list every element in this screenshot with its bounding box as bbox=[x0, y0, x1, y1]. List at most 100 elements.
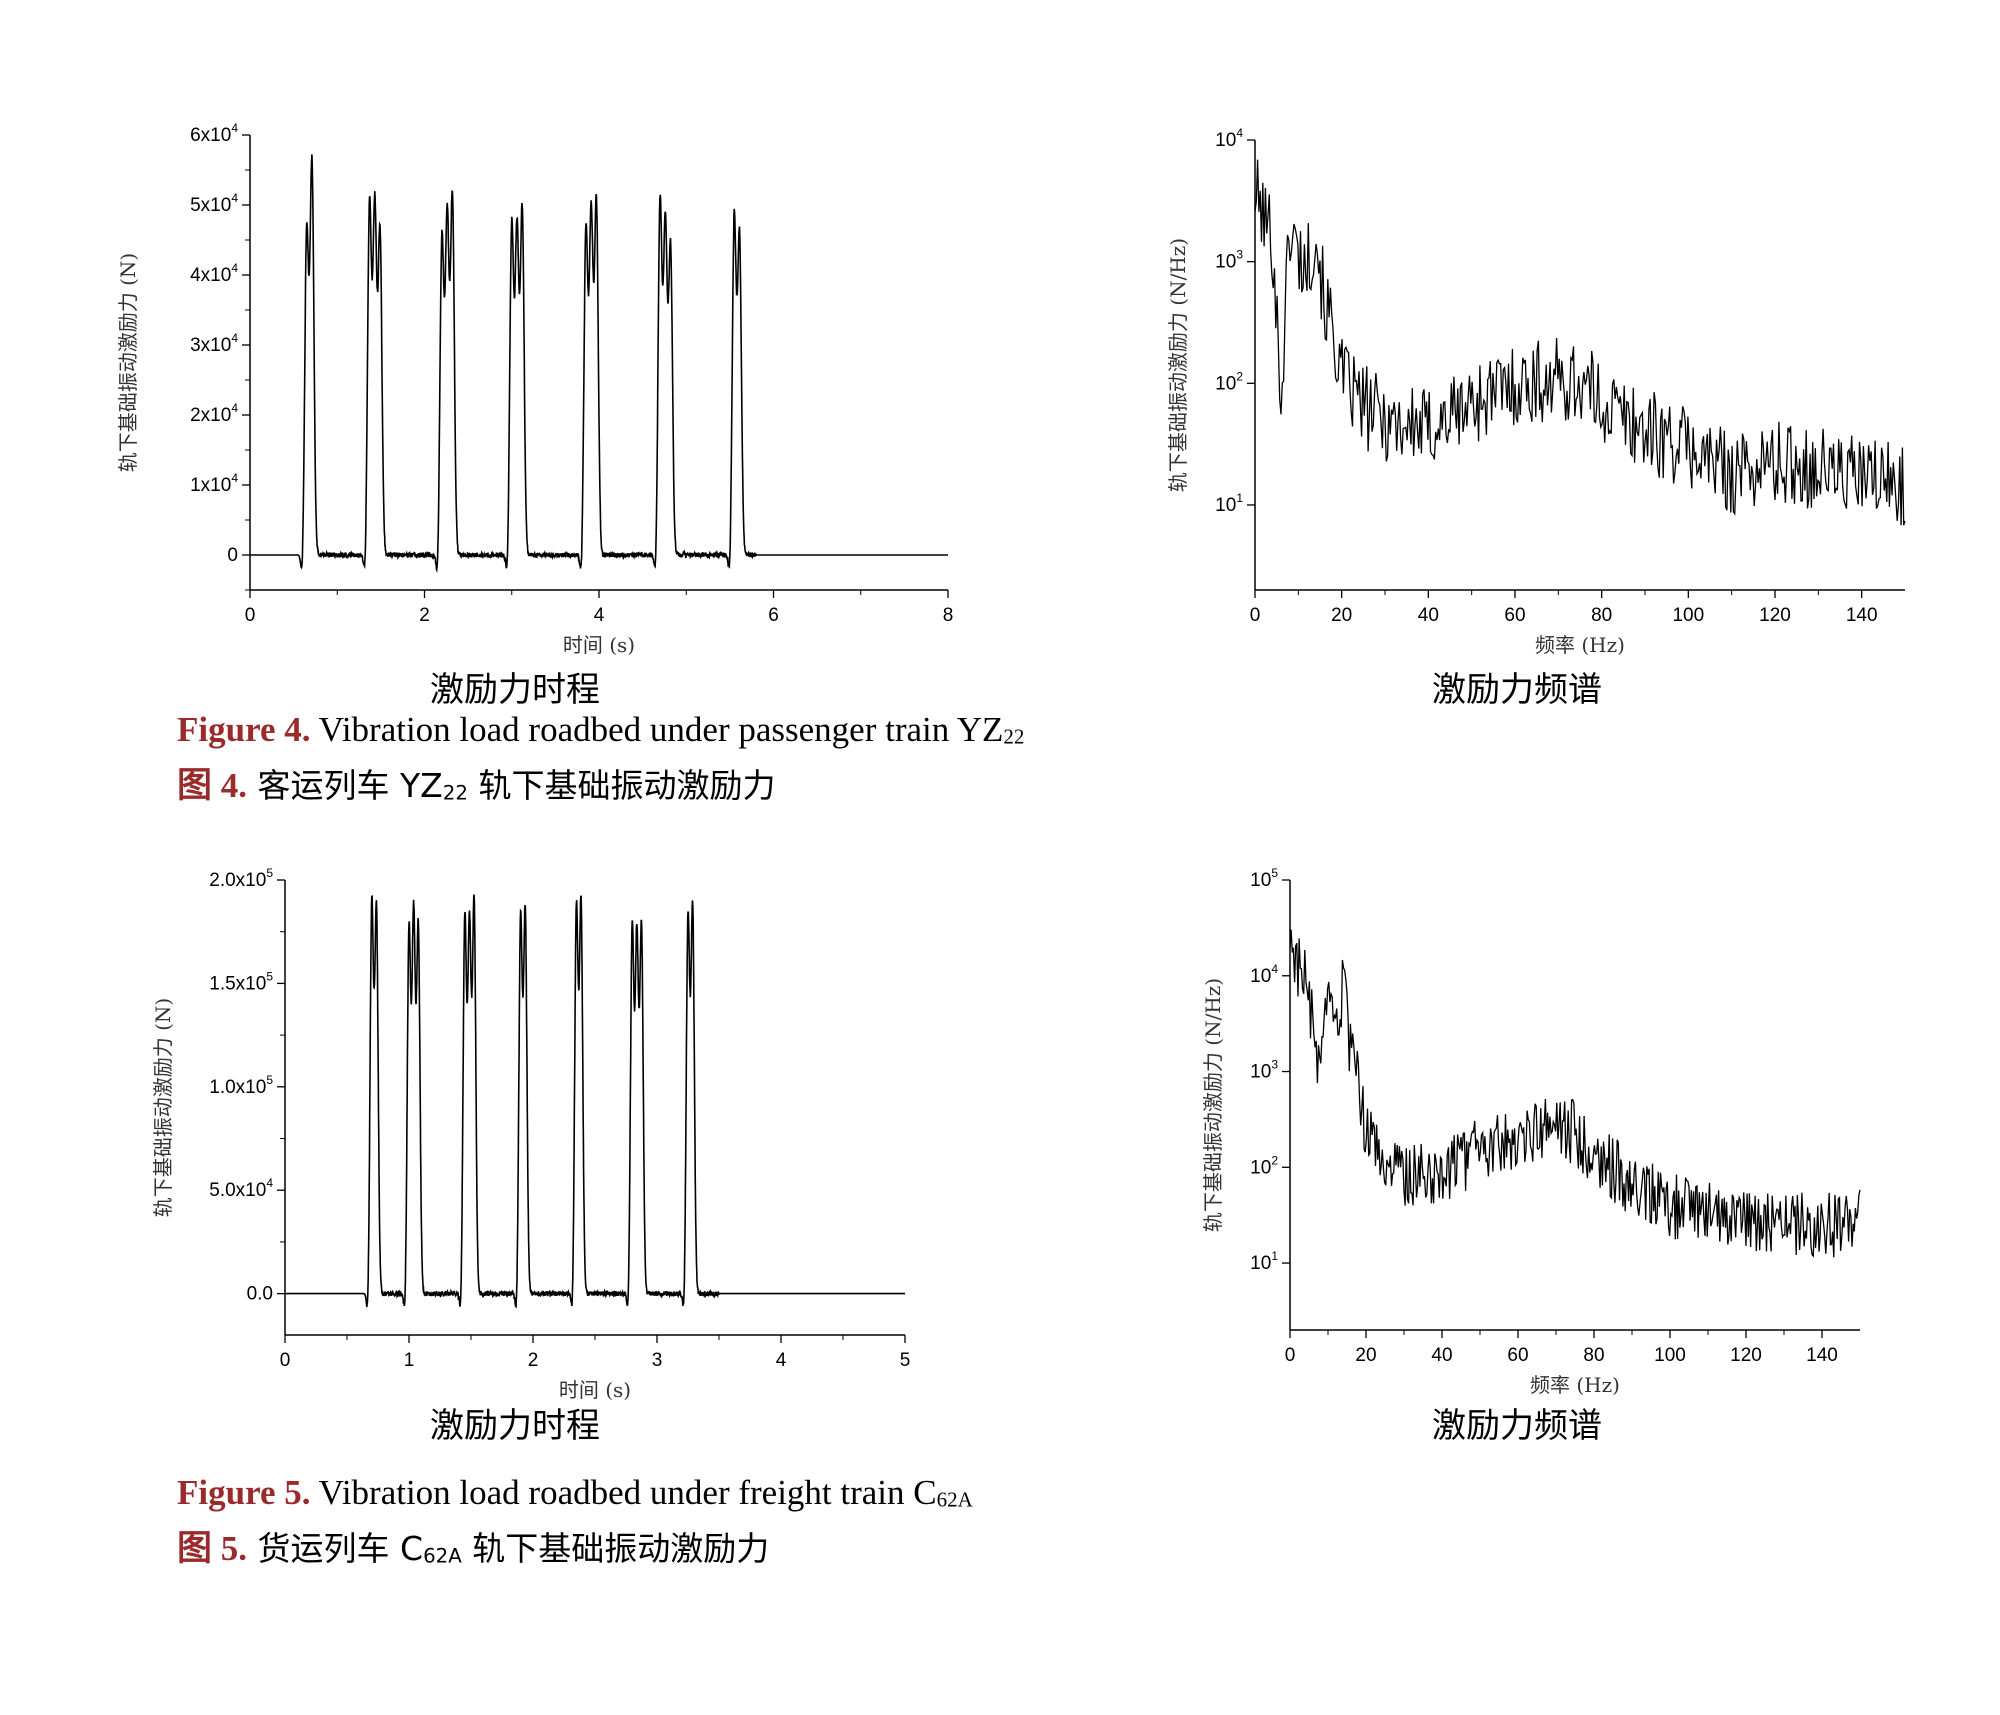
y-axis-label: 轨下基础振动激励力 (N/Hz) bbox=[1201, 978, 1225, 1232]
y-tick-base: 5x10 bbox=[190, 195, 231, 216]
y-tick-label: 105 bbox=[1250, 866, 1278, 891]
figure-5-subscript-zh: 62A bbox=[423, 1544, 462, 1568]
figure-4-label-zh: 图 4. bbox=[177, 766, 248, 805]
y-tick-label: 6x104 bbox=[190, 121, 238, 146]
y-tick-base: 1x10 bbox=[190, 475, 231, 496]
chart-title-spectrum-2: 激励力频谱 bbox=[1432, 1406, 1602, 1446]
x-tick-label: 20 bbox=[1355, 1345, 1376, 1366]
x-axis-label: 时间 (s) bbox=[559, 1378, 631, 1402]
y-tick-base: 10 bbox=[1250, 966, 1271, 987]
y-axis-label: 轨下基础振动激励力 (N) bbox=[151, 998, 175, 1217]
y-tick-label: 101 bbox=[1215, 491, 1243, 516]
y-tick-label: 4x104 bbox=[190, 261, 238, 286]
y-tick-base: 10 bbox=[1250, 1253, 1271, 1274]
x-tick-label: 3 bbox=[652, 1350, 663, 1371]
y-tick-base: 1.0x10 bbox=[209, 1077, 266, 1098]
x-tick-label: 0 bbox=[280, 1350, 291, 1371]
y-tick-label: 2x104 bbox=[190, 401, 238, 426]
y-axis-label: 轨下基础振动激励力 (N/Hz) bbox=[1166, 238, 1190, 492]
x-tick-label: 140 bbox=[1806, 1345, 1838, 1366]
figure-5-subscript: 62A bbox=[936, 1487, 973, 1512]
y-tick-base: 10 bbox=[1250, 1062, 1271, 1083]
x-tick-label: 0 bbox=[1285, 1345, 1296, 1366]
y-tick-base: 5.0x10 bbox=[209, 1180, 266, 1201]
figure-5-caption-en: Figure 5. Vibration load roadbed under f… bbox=[177, 1473, 973, 1513]
series-line bbox=[1254, 159, 1906, 526]
series-line bbox=[1289, 929, 1861, 1258]
y-tick-label: 2.0x105 bbox=[209, 866, 273, 891]
figure-4-caption-zh: 图 4. 客运列车 YZ22 轨下基础振动激励力 bbox=[177, 757, 775, 808]
y-tick-exponent: 4 bbox=[231, 471, 238, 485]
y-tick-exponent: 4 bbox=[231, 261, 238, 275]
chart-title-spectrum-1: 激励力频谱 bbox=[1432, 670, 1602, 710]
y-tick-exponent: 4 bbox=[1271, 962, 1278, 976]
y-tick-exponent: 4 bbox=[231, 331, 238, 345]
x-tick-label: 60 bbox=[1504, 605, 1525, 626]
y-tick-base: 10 bbox=[1250, 1157, 1271, 1178]
y-tick-label: 5x104 bbox=[190, 191, 238, 216]
x-axis-label: 时间 (s) bbox=[563, 633, 635, 657]
figure-5-text-zh-post: 轨下基础振动激励力 bbox=[472, 1529, 770, 1568]
figure-5-label-zh: 图 5. bbox=[177, 1529, 248, 1568]
y-tick-base: 10 bbox=[1215, 130, 1236, 151]
x-tick-label: 20 bbox=[1331, 605, 1352, 626]
x-axis-label: 频率 (Hz) bbox=[1530, 1373, 1620, 1397]
figure-4-text-zh-post: 轨下基础振动激励力 bbox=[478, 766, 776, 805]
y-tick-label: 102 bbox=[1250, 1153, 1278, 1178]
figure-4-caption-en: Figure 4. Vibration load roadbed under p… bbox=[177, 710, 1024, 750]
series-line bbox=[285, 894, 905, 1309]
y-tick-base: 1.5x10 bbox=[209, 973, 266, 994]
chart-title-time-history-1: 激励力时程 bbox=[430, 670, 600, 710]
x-tick-label: 40 bbox=[1431, 1345, 1452, 1366]
y-tick-exponent: 4 bbox=[231, 191, 238, 205]
x-tick-label: 4 bbox=[594, 605, 605, 626]
series-line bbox=[250, 154, 948, 574]
x-tick-label: 60 bbox=[1507, 1345, 1528, 1366]
y-tick-exponent: 4 bbox=[231, 401, 238, 415]
x-tick-label: 0 bbox=[1250, 605, 1261, 626]
y-tick-base: 6x10 bbox=[190, 125, 231, 146]
y-tick-base: 0 bbox=[227, 545, 238, 566]
y-tick-label: 103 bbox=[1250, 1058, 1278, 1083]
figure-5-text-zh-pre: 货运列车 C bbox=[257, 1529, 424, 1568]
x-tick-label: 140 bbox=[1846, 605, 1878, 626]
y-tick-exponent: 1 bbox=[1271, 1249, 1278, 1263]
figure-5-caption-zh: 图 5. 货运列车 C62A 轨下基础振动激励力 bbox=[177, 1520, 769, 1571]
x-tick-label: 120 bbox=[1730, 1345, 1762, 1366]
y-tick-exponent: 4 bbox=[266, 1176, 273, 1190]
y-tick-label: 104 bbox=[1215, 126, 1243, 151]
y-tick-label: 101 bbox=[1250, 1249, 1278, 1274]
figure-5-label: Figure 5. bbox=[177, 1473, 311, 1512]
y-tick-label: 1.5x105 bbox=[209, 969, 273, 994]
y-tick-label: 5.0x104 bbox=[209, 1176, 273, 1201]
y-tick-exponent: 5 bbox=[266, 969, 273, 983]
y-tick-exponent: 5 bbox=[266, 866, 273, 880]
x-tick-label: 80 bbox=[1591, 605, 1612, 626]
y-tick-base: 4x10 bbox=[190, 265, 231, 286]
x-axis-label: 频率 (Hz) bbox=[1535, 633, 1625, 657]
y-tick-base: 10 bbox=[1215, 373, 1236, 394]
y-tick-base: 2x10 bbox=[190, 405, 231, 426]
y-tick-label: 102 bbox=[1215, 369, 1243, 394]
y-tick-base: 3x10 bbox=[190, 335, 231, 356]
y-tick-exponent: 5 bbox=[266, 1073, 273, 1087]
x-tick-label: 2 bbox=[528, 1350, 539, 1371]
y-tick-label: 1x104 bbox=[190, 471, 238, 496]
x-tick-label: 4 bbox=[776, 1350, 787, 1371]
figure-4-subscript-zh: 22 bbox=[442, 781, 468, 805]
y-tick-exponent: 4 bbox=[1236, 126, 1243, 140]
figure-4-label: Figure 4. bbox=[177, 710, 311, 749]
x-tick-label: 5 bbox=[900, 1350, 911, 1371]
y-tick-base: 10 bbox=[1250, 870, 1271, 891]
y-tick-exponent: 1 bbox=[1236, 491, 1243, 505]
x-tick-label: 100 bbox=[1672, 605, 1704, 626]
x-tick-label: 120 bbox=[1759, 605, 1791, 626]
x-tick-label: 100 bbox=[1654, 1345, 1686, 1366]
y-tick-label: 103 bbox=[1215, 248, 1243, 273]
y-tick-exponent: 3 bbox=[1271, 1058, 1278, 1072]
figure-4-subscript: 22 bbox=[1003, 724, 1025, 749]
figure-4-text-zh-pre: 客运列车 YZ bbox=[257, 766, 443, 805]
